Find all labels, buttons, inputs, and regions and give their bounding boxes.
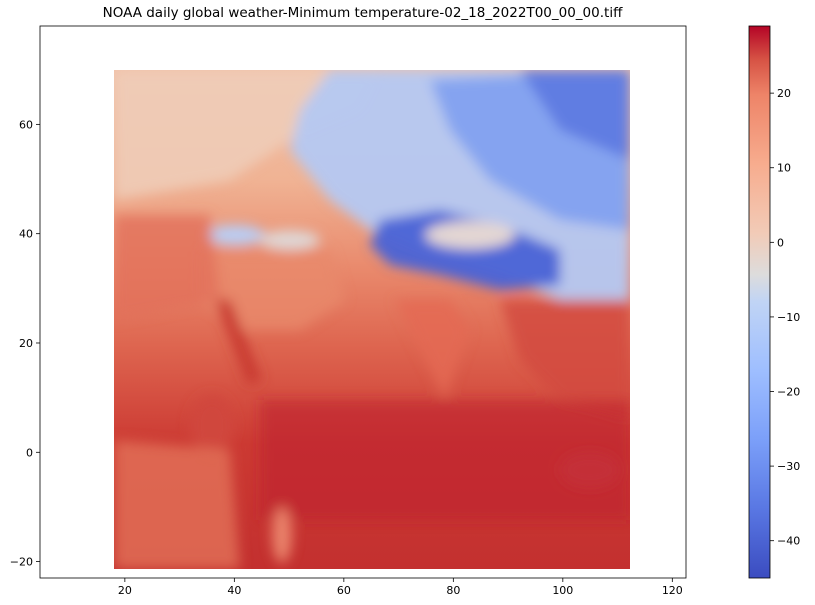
x-tick-label: 100 — [552, 584, 573, 597]
temperature-raster — [114, 70, 630, 569]
y-tick-label: 20 — [19, 337, 33, 350]
y-axis: −20 0 20 40 60 — [10, 118, 40, 569]
x-tick-label: 40 — [227, 584, 241, 597]
x-axis: 20 40 60 80 100 120 — [118, 578, 683, 597]
y-tick-label: 0 — [26, 446, 33, 459]
colorbar-tick-label: −20 — [777, 386, 800, 399]
y-tick-label: 40 — [19, 228, 33, 241]
colorbar — [748, 25, 771, 579]
x-tick-label: 120 — [662, 584, 683, 597]
y-tick-label: −20 — [10, 556, 33, 569]
page-title: NOAA daily global weather-Minimum temper… — [102, 5, 623, 21]
colorbar-tick-label: 0 — [777, 236, 784, 249]
x-tick-label: 80 — [446, 584, 460, 597]
colorbar-tick-label: −40 — [777, 535, 800, 548]
colorbar-tick-label: −10 — [777, 311, 800, 324]
colorbar-tick-label: 20 — [777, 87, 791, 100]
x-tick-label: 20 — [118, 584, 132, 597]
colorbar-tick-label: 10 — [777, 162, 791, 175]
x-tick-label: 60 — [337, 584, 351, 597]
y-tick-label: 60 — [19, 118, 33, 131]
colorbar-tick-label: −30 — [777, 460, 800, 473]
colorbar-axis: 20 10 0 −10 −20 −30 −40 — [770, 87, 800, 548]
